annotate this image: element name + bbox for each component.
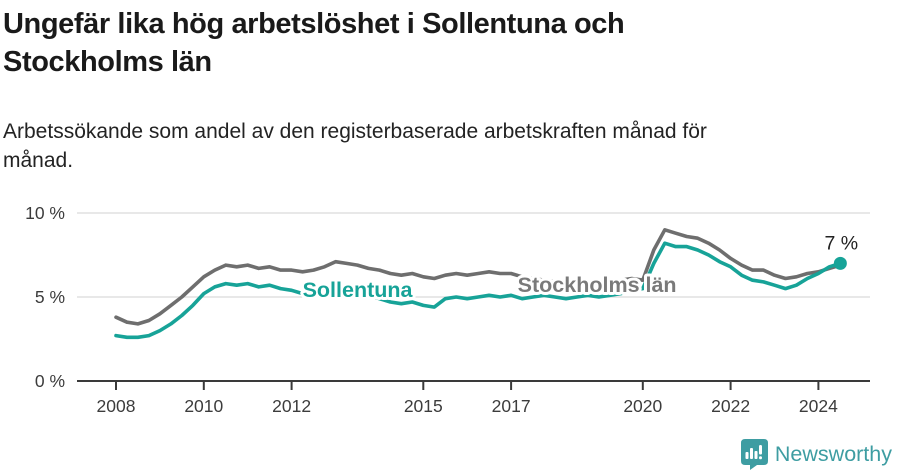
chart-title-line-1: Ungefär lika hög arbetslöshet i Sollentu… [3, 8, 625, 40]
chart-subtitle-line-2: månad. [3, 149, 74, 172]
chart-subtitle-line-1: Arbetssökande som andel av den registerb… [3, 120, 707, 143]
x-tick-label: 2008 [97, 396, 136, 416]
x-tick-label: 2010 [184, 396, 223, 416]
end-annotation: 7 % [825, 232, 859, 270]
latest-value-label: 7 % [825, 232, 859, 254]
series-label-sollentuna: Sollentuna [303, 278, 414, 302]
x-tick-label: 2012 [272, 396, 311, 416]
newsworthy-logo-icon [740, 439, 768, 470]
x-tick-label: 2024 [799, 396, 838, 416]
series-label-stockholms-län: Stockholms län [518, 273, 677, 297]
bar-chart-icon [745, 445, 762, 460]
chart-title: Ungefär lika hög arbetslöshet i Sollentu… [3, 5, 625, 81]
chart-subtitle: Arbetssökande som andel av den registerb… [3, 117, 707, 175]
line-stockholms-län [114, 228, 843, 326]
newsworthy-brand-text: Newsworthy [774, 442, 892, 466]
series-lines [114, 228, 843, 340]
line-sollentuna [114, 241, 843, 340]
x-tick-label: 2020 [623, 396, 662, 416]
newsworthy-brand: Newsworthy [740, 439, 892, 470]
y-tick-label: 5 % [35, 287, 65, 307]
x-tick-label: 2022 [711, 396, 750, 416]
y-axis-labels: 0 % 5 % 10 % [25, 203, 65, 391]
latest-value-dot [833, 256, 847, 270]
y-tick-label: 0 % [35, 371, 65, 391]
series-labels: Sollentuna Stockholms län [300, 270, 680, 305]
y-tick-label: 10 % [25, 203, 65, 223]
x-axis: 2008 2010 2012 2015 2017 2020 2022 2024 [77, 380, 870, 416]
x-tick-label: 2015 [404, 396, 443, 416]
x-tick-label: 2017 [492, 396, 531, 416]
chart-title-line-2: Stockholms län [3, 46, 212, 78]
